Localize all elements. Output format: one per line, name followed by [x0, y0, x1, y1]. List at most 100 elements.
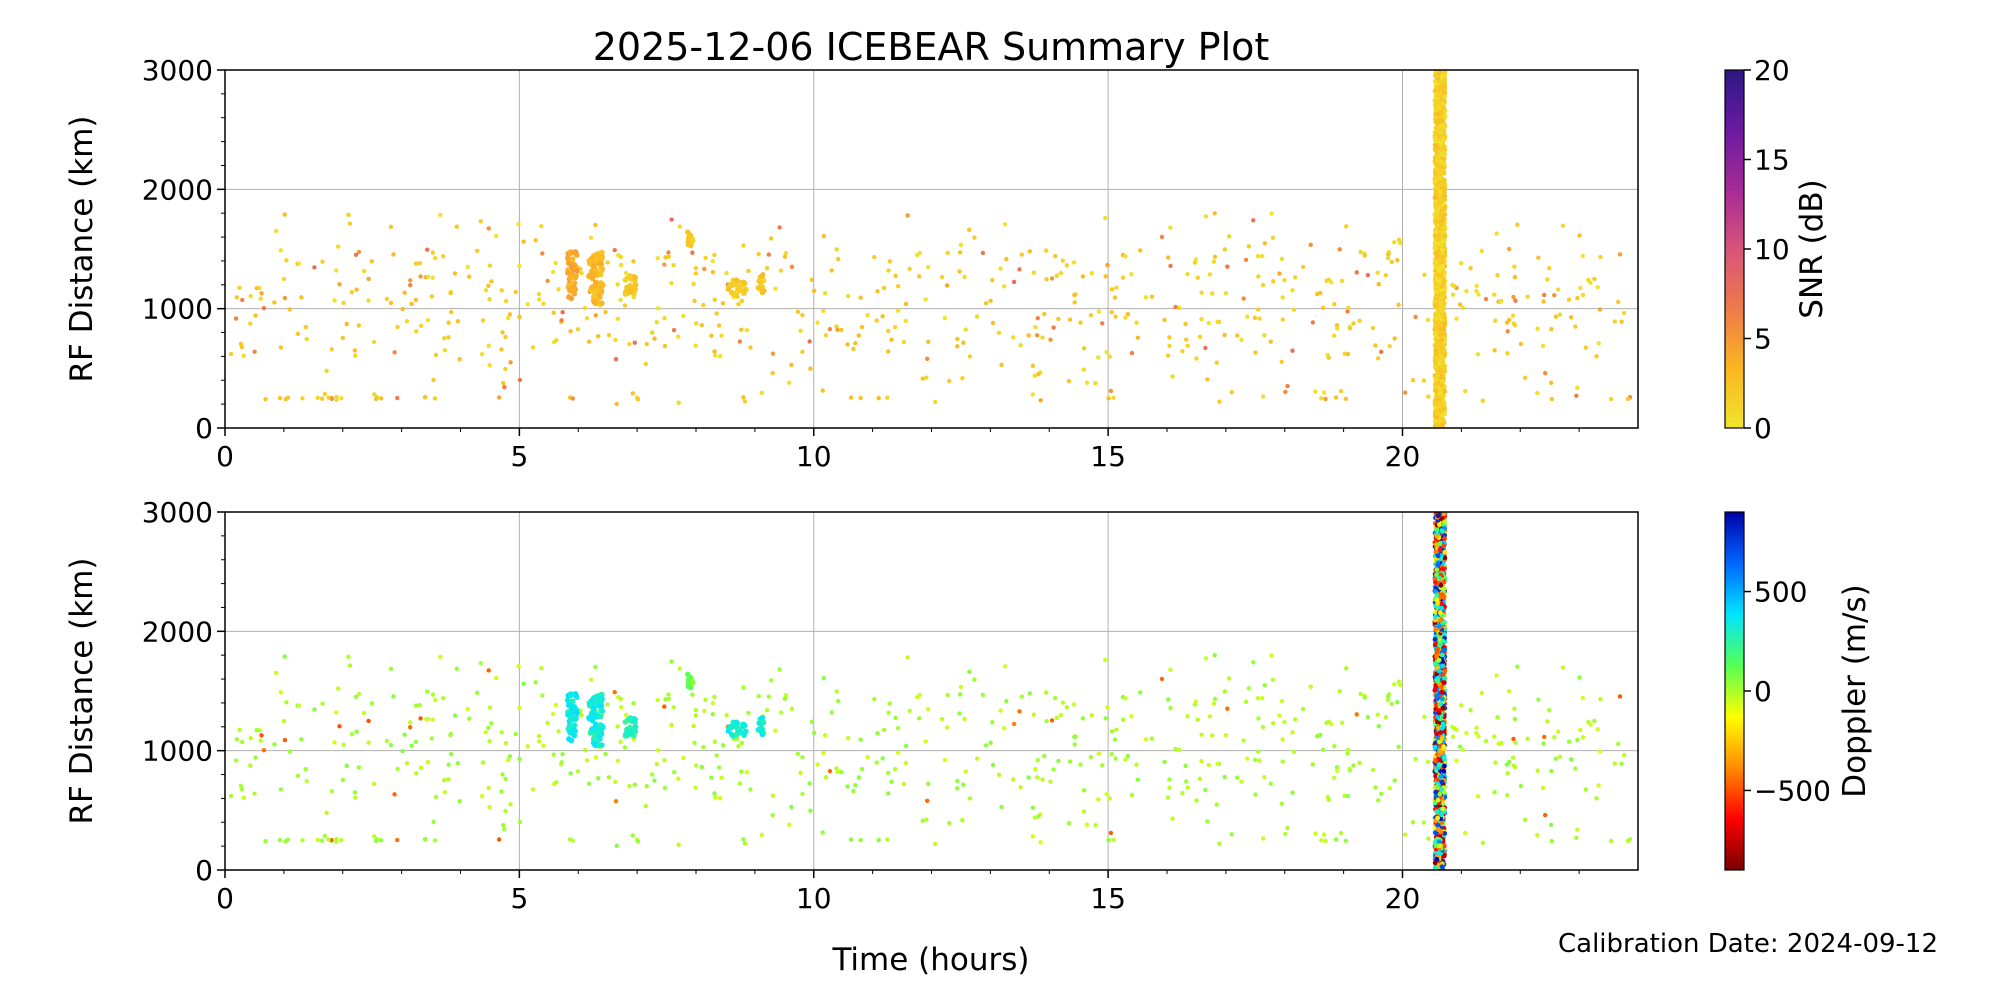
- scatter-point: [1441, 70, 1447, 75]
- scatter-point: [1494, 673, 1499, 678]
- scatter-point: [1492, 734, 1497, 739]
- scatter-point: [1334, 323, 1340, 328]
- scatter-point: [691, 723, 696, 729]
- scatter-point: [1338, 830, 1344, 836]
- scatter-point: [1168, 705, 1173, 711]
- scatter-point: [1580, 253, 1585, 259]
- scatter-point: [1574, 835, 1579, 841]
- scatter-point: [1433, 347, 1439, 353]
- scatter-point: [1339, 720, 1345, 725]
- scatter-point: [712, 349, 717, 354]
- scatter-point: [1511, 736, 1516, 742]
- scatter-point: [856, 333, 862, 338]
- scatter-point: [324, 810, 329, 815]
- scatter-point: [737, 339, 743, 344]
- scatter-point: [414, 329, 419, 334]
- scatter-point: [503, 334, 508, 340]
- scatter-point: [1088, 313, 1094, 318]
- x-tick-label: 0: [216, 440, 234, 473]
- scatter-point: [282, 212, 287, 217]
- scatter-point: [714, 753, 719, 758]
- scatter-point: [507, 754, 513, 759]
- scatter-point: [1596, 783, 1601, 788]
- scatter-point: [663, 255, 668, 260]
- scatter-point: [1018, 785, 1023, 790]
- scatter-point: [1432, 175, 1438, 181]
- scatter-point: [1333, 395, 1339, 400]
- scatter-point: [1162, 759, 1167, 765]
- scatter-point: [332, 740, 337, 745]
- scatter-point: [432, 697, 438, 703]
- scatter-point: [1143, 737, 1149, 742]
- scatter-point: [1107, 796, 1112, 801]
- scatter-point: [1433, 794, 1439, 799]
- scatter-point: [337, 282, 342, 287]
- scatter-point: [282, 295, 288, 301]
- scatter-point: [676, 400, 681, 405]
- scatter-point: [945, 692, 950, 698]
- scatter-point: [571, 722, 578, 728]
- scatter-point: [834, 689, 839, 694]
- scatter-point: [486, 785, 491, 790]
- scatter-point: [999, 362, 1004, 368]
- scatter-point: [1434, 533, 1440, 539]
- scatter-point: [712, 694, 717, 700]
- scatter-point: [1222, 332, 1227, 338]
- scatter-point: [1454, 316, 1459, 321]
- scatter-point: [1203, 656, 1209, 661]
- scatter-point: [1439, 864, 1445, 870]
- scatter-point: [685, 241, 692, 248]
- scatter-point: [626, 274, 633, 281]
- scatter-point: [622, 745, 628, 750]
- scatter-point: [1120, 717, 1126, 722]
- scatter-point: [566, 282, 573, 288]
- scatter-point: [892, 324, 898, 330]
- scatter-point: [655, 255, 660, 261]
- scatter-point: [917, 250, 923, 256]
- scatter-point: [261, 306, 267, 311]
- scatter-point: [942, 757, 948, 763]
- scatter-point: [1535, 768, 1540, 773]
- scatter-point: [1159, 676, 1165, 682]
- scatter-point: [1042, 311, 1047, 317]
- scatter-point: [920, 818, 925, 823]
- scatter-point: [821, 308, 826, 314]
- scatter-point: [1434, 597, 1440, 603]
- scatter-point: [568, 275, 574, 282]
- scatter-point: [1319, 838, 1324, 843]
- scatter-point: [876, 837, 881, 843]
- scatter-point: [1617, 694, 1623, 699]
- scatter-point: [835, 256, 841, 262]
- scatter-point: [259, 291, 264, 296]
- scatter-point: [258, 738, 263, 743]
- scatter-point: [1109, 752, 1114, 757]
- scatter-point: [1280, 317, 1285, 322]
- scatter-point: [615, 316, 621, 322]
- scatter-point: [622, 277, 629, 283]
- scatter-point: [1226, 234, 1232, 239]
- scatter-point: [693, 763, 699, 768]
- scatter-point: [1510, 755, 1516, 760]
- scatter-point: [821, 750, 826, 756]
- scatter-point: [1433, 702, 1439, 708]
- scatter-point: [474, 690, 480, 695]
- scatter-point: [1004, 698, 1009, 704]
- scatter-point: [541, 743, 546, 748]
- scatter-point: [402, 290, 407, 295]
- scatter-point: [371, 781, 377, 787]
- scatter-point: [1440, 124, 1446, 130]
- scatter-point: [1436, 839, 1442, 845]
- scatter-point: [795, 309, 801, 315]
- scatter-point: [974, 314, 980, 319]
- scatter-point: [1044, 276, 1049, 282]
- scatter-point: [1432, 245, 1438, 251]
- scatter-point: [756, 278, 762, 284]
- scatter-point: [603, 751, 608, 757]
- scatter-point: [789, 362, 794, 368]
- scatter-point: [756, 693, 761, 699]
- scatter-point: [349, 731, 355, 737]
- scatter-point: [644, 783, 649, 789]
- scatter-point: [1081, 809, 1087, 814]
- scatter-point: [1512, 764, 1518, 770]
- scatter-point: [1389, 701, 1394, 707]
